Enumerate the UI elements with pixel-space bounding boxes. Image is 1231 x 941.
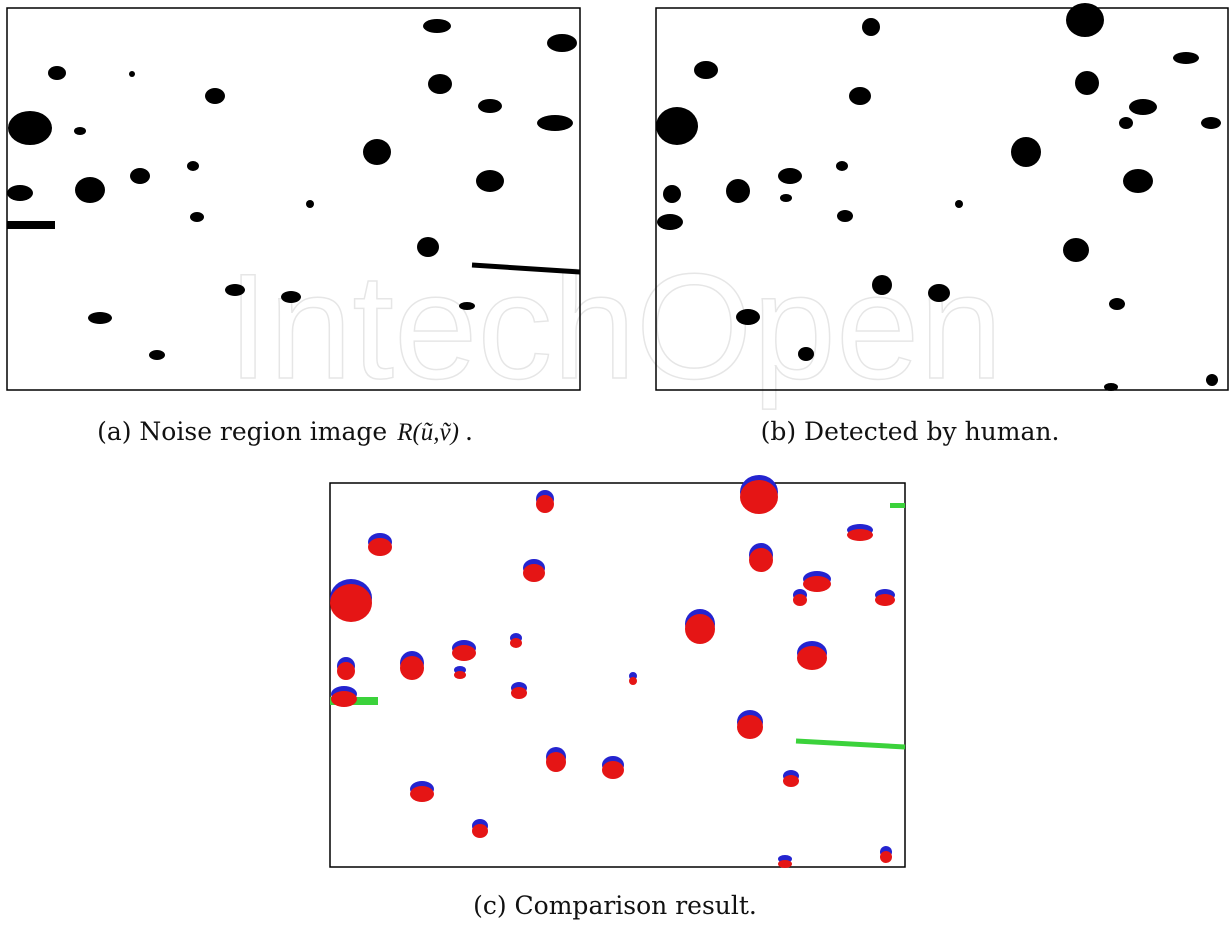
panel-c: [330, 475, 905, 868]
figure: IntechOpen (a) Noise region image R(ũ,ṽ).…: [0, 0, 1231, 941]
caption-a-end: .: [465, 417, 473, 446]
caption-a: (a) Noise region image R(ũ,ṽ).: [97, 417, 473, 446]
page-body: IntechOpen (a) Noise region image R(ũ,ṽ).…: [0, 0, 1231, 941]
caption-c: (c) Comparison result.: [473, 891, 757, 920]
page: {"watermark": "IntechOpen", "figures": […: [0, 0, 1231, 941]
caption-b: (b) Detected by human.: [761, 417, 1060, 446]
watermark: IntechOpen: [227, 242, 1003, 410]
caption-a-math: R(ũ,ṽ): [396, 419, 459, 446]
caption-a-text: (a) Noise region image: [97, 417, 387, 446]
